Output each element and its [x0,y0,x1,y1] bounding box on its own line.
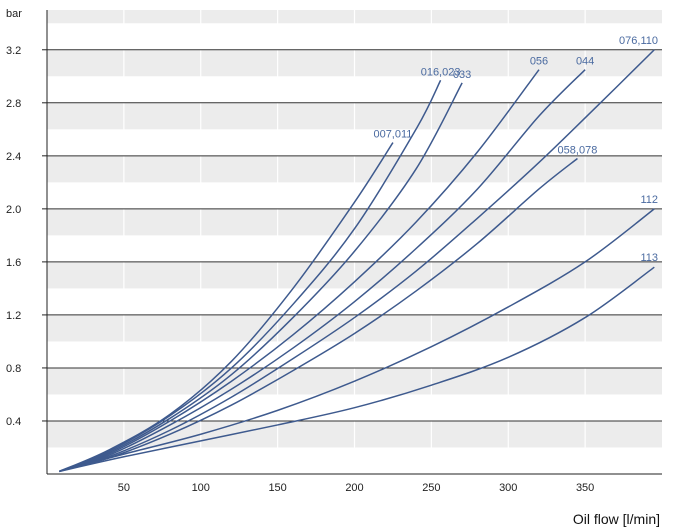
series-label-044: 044 [576,56,594,68]
y-tick-label: 1.2 [6,310,21,322]
series-label-007-011: 007,011 [373,129,412,141]
series-label-112: 112 [640,194,658,206]
y-tick-label: 2.0 [6,204,21,216]
series-label-056: 056 [530,56,548,68]
vertical-gridlines [123,10,586,474]
y-tick-label: 3.2 [6,45,21,57]
y-tick-labels: 0.4 0.8 1.2 1.6 2.0 2.4 2.8 3.2 [6,45,21,428]
series-line-007-011 [59,142,394,473]
series-label-076-110: 076,110 [619,35,658,47]
y-tick-label: 1.6 [6,257,21,269]
series-label-016-023: 016,023 [421,66,461,78]
x-tick-labels: 50 100 150 200 250 300 350 [118,482,595,494]
y-tick-label: 0.8 [6,363,21,375]
series-line-044 [59,69,586,473]
x-axis-title: Oil flow [l/min] [573,511,660,527]
series-label-113: 113 [640,252,658,264]
y-tick-label: 2.4 [6,151,21,163]
series-line-016-023 [59,79,442,473]
series-label-033: 033 [453,69,471,81]
series-line-113 [59,266,655,473]
x-tick-label: 50 [118,482,130,494]
x-tick-label: 150 [268,482,286,494]
series-curves [59,49,655,473]
y-tick-label: 2.8 [6,98,21,110]
series-label-058-078: 058,078 [558,144,598,156]
y-axis-unit: bar [6,8,22,20]
horizontal-gridlines [47,49,662,422]
series-line-033 [59,82,463,473]
x-tick-label: 300 [499,482,517,494]
x-tick-label: 350 [576,482,594,494]
x-tick-label: 250 [422,482,440,494]
y-tick-label: 0.4 [6,416,21,428]
axes [42,10,662,475]
series-line-056 [59,69,540,473]
series-line-076-110 [59,49,655,473]
x-tick-label: 100 [192,482,210,494]
series-line-112 [59,208,655,473]
x-tick-label: 200 [345,482,363,494]
series-line-058-078 [59,157,578,473]
